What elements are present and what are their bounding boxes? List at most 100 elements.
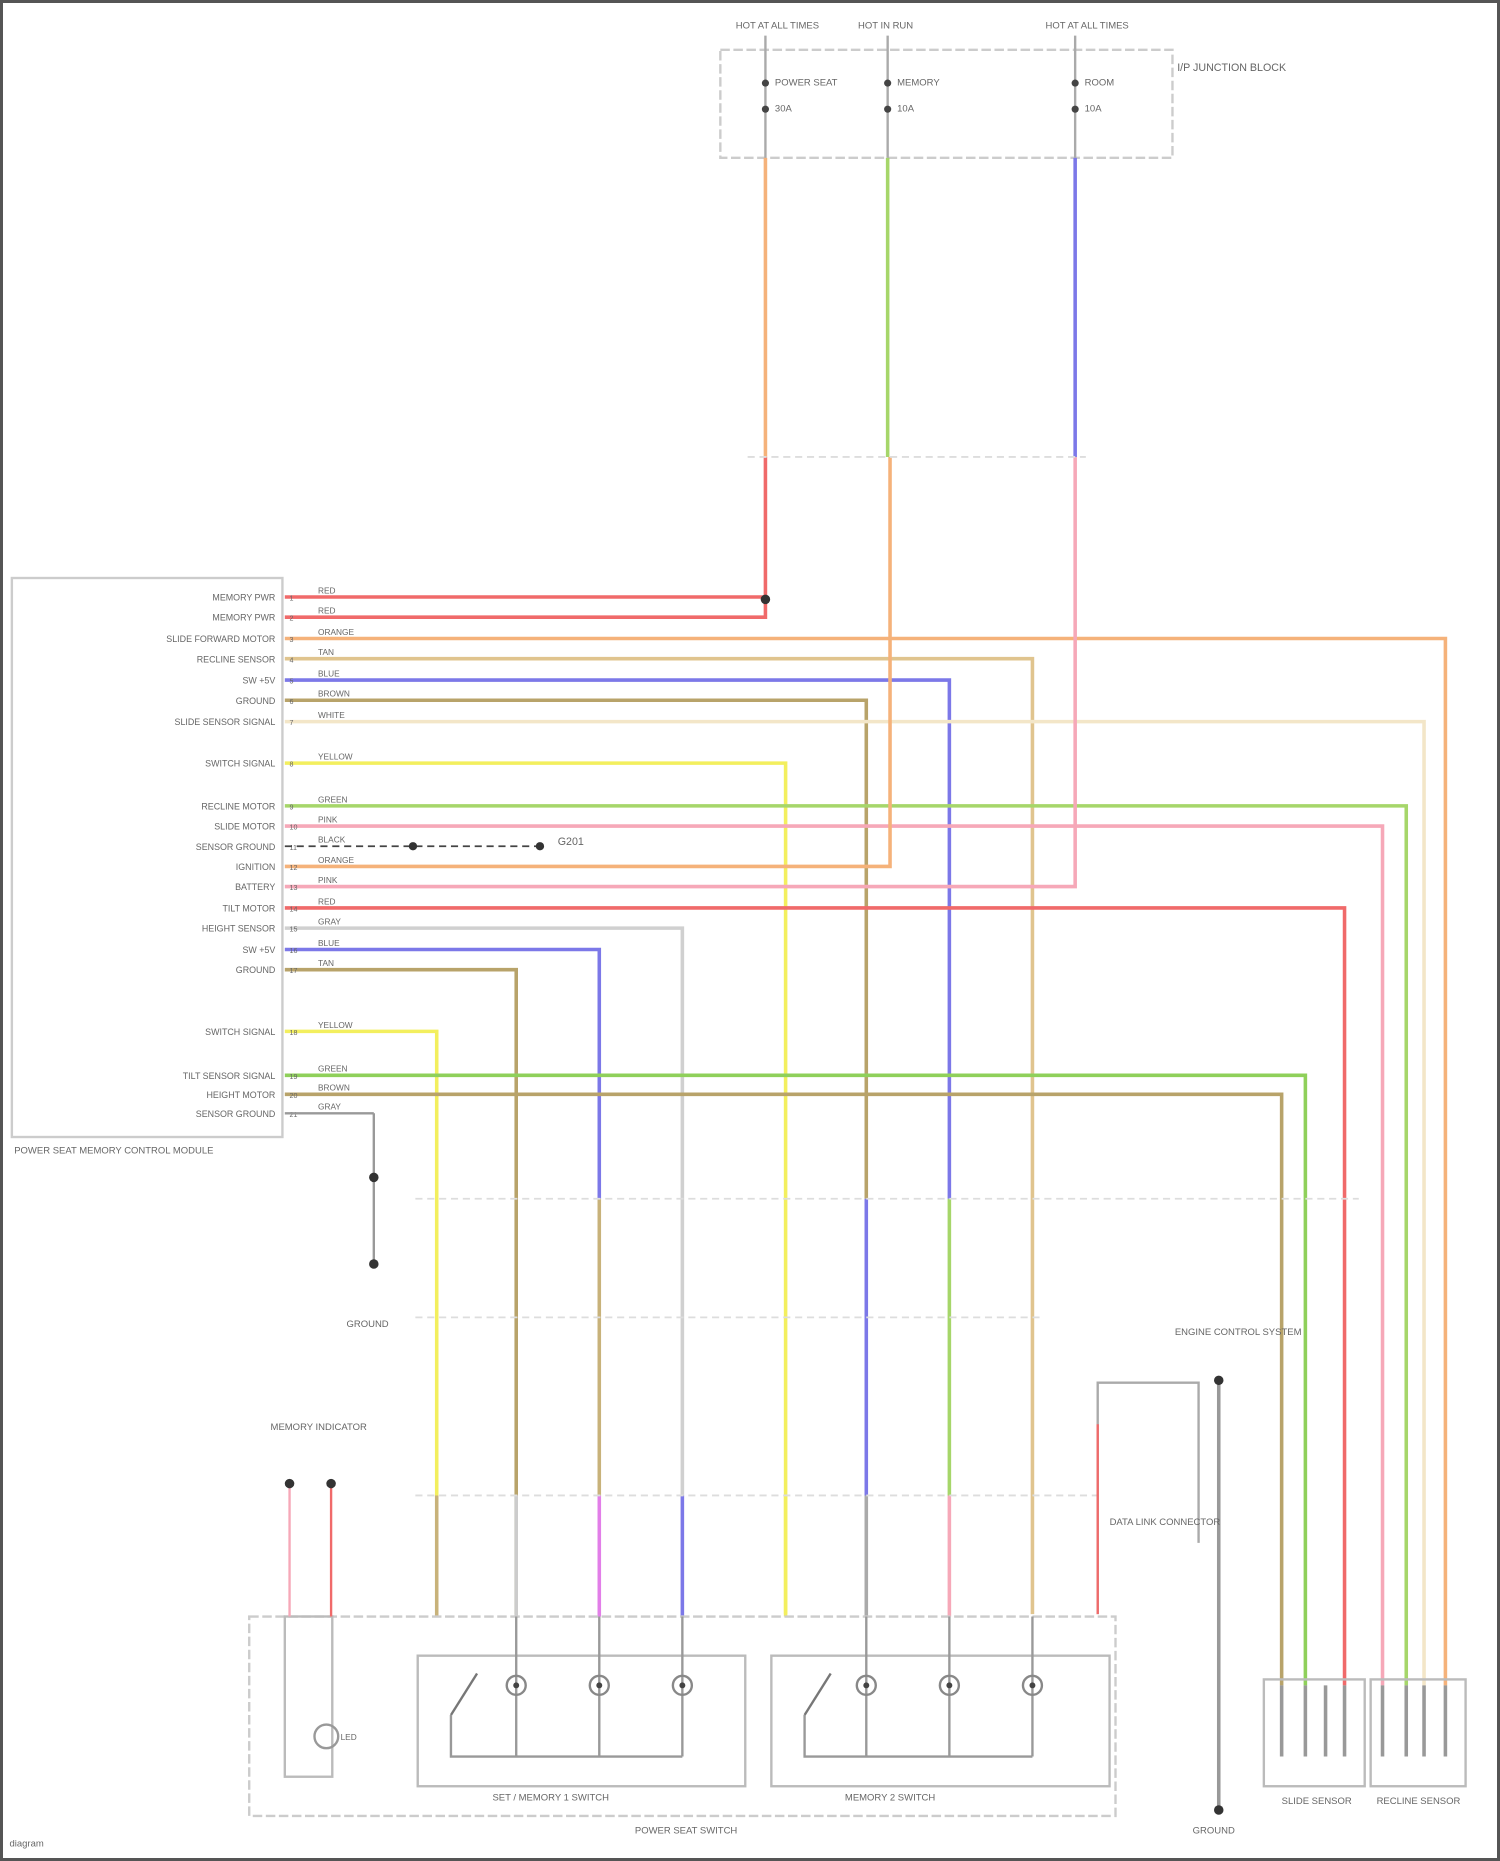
pin-number: 17: [290, 967, 298, 975]
pin-label: GROUND: [236, 965, 276, 975]
pin-label: RECLINE MOTOR: [201, 801, 276, 811]
wire: [284, 761, 788, 1615]
fuse-block-label: I/P JUNCTION BLOCK: [1177, 62, 1286, 74]
data-link-label: DATA LINK CONNECTOR: [1110, 1517, 1221, 1528]
pin-label: SW +5V: [242, 676, 275, 686]
pin-label: SW +5V: [242, 945, 275, 955]
wire: [284, 1073, 1308, 1686]
switch-contact-icon: [803, 1672, 832, 1716]
connector-dot: [1214, 1805, 1224, 1815]
pin-label: MEMORY PWR: [212, 593, 275, 603]
slide-sensor-box: [1262, 1678, 1366, 1788]
pin-number: 6: [290, 698, 294, 706]
switch-contact-icon: [449, 1672, 479, 1716]
pin-number: 10: [290, 824, 298, 832]
wire-code: RED: [318, 585, 336, 595]
power-source-label: HOT IN RUN: [858, 20, 913, 31]
indicator-label: LED: [341, 1732, 357, 1742]
pin-number: 5: [290, 678, 294, 686]
led-icon-center: [513, 1682, 520, 1689]
pin-number: 21: [290, 1111, 298, 1119]
indicator-box: [283, 1615, 334, 1778]
slide-sensor-label: SLIDE SENSOR: [1282, 1796, 1352, 1807]
splice-dot: [535, 842, 545, 851]
left-switch-label: SET / MEMORY 1 SWITCH: [492, 1792, 609, 1803]
pin-number: 4: [290, 656, 294, 664]
wire-code: GREEN: [318, 1064, 348, 1074]
led-icon-center: [596, 1682, 603, 1689]
wire-code: TAN: [318, 647, 334, 657]
wire: [284, 1029, 439, 1496]
fuse-terminal: [1071, 79, 1079, 87]
wire-code: RED: [318, 606, 336, 616]
pin-number: 11: [290, 844, 297, 852]
data-link-wire: [1096, 1381, 1200, 1615]
engine-system-label: ENGINE CONTROL SYSTEM: [1175, 1327, 1302, 1338]
pin-number: 12: [290, 864, 298, 872]
wire: [284, 967, 518, 1615]
pin-label: SLIDE MOTOR: [214, 822, 276, 832]
pin-label: HEIGHT MOTOR: [206, 1090, 275, 1100]
wire-code: GRAY: [318, 917, 341, 927]
wire-code: BROWN: [318, 1083, 350, 1093]
led-icon: [671, 1674, 694, 1697]
motor-label: MEMORY INDICATOR: [271, 1422, 367, 1433]
wire: [284, 926, 685, 1496]
splice-label: G201: [558, 836, 584, 848]
power-source-label: HOT AT ALL TIMES: [1045, 20, 1128, 31]
wire-code: BLUE: [318, 938, 340, 948]
pin-number: 16: [290, 947, 298, 955]
switch-common-wire: [803, 1715, 1033, 1758]
pin-label: BATTERY: [235, 882, 275, 892]
ground-dot: [369, 1172, 379, 1183]
led-icon: [855, 1674, 877, 1697]
connector-dot: [1214, 1375, 1224, 1386]
right-switch-label: MEMORY 2 SWITCH: [845, 1792, 935, 1803]
fuse-rating: 10A: [897, 104, 915, 115]
connector-dot: [326, 1478, 336, 1489]
wire: [284, 1092, 1284, 1686]
pin-number: 15: [290, 926, 298, 934]
fuse-label: POWER SEAT: [775, 77, 838, 88]
ground-dot: [369, 1259, 379, 1269]
wire: [284, 456, 768, 599]
wire-code: BLACK: [318, 835, 346, 845]
pin-number: 2: [290, 615, 294, 623]
fuse-block-box: [719, 48, 1174, 160]
wire: [284, 947, 602, 1199]
pin-label: MEMORY PWR: [212, 613, 275, 623]
wire-code: YELLOW: [318, 1020, 353, 1030]
pin-label: SENSOR GROUND: [196, 842, 276, 852]
wire: [284, 719, 1426, 1686]
pin-label: IGNITION: [236, 862, 276, 872]
pin-number: 18: [290, 1029, 298, 1037]
wire-code: PINK: [318, 814, 338, 824]
wire: [284, 656, 1035, 1615]
pin-label: SWITCH SIGNAL: [205, 1027, 275, 1037]
pin-number: 19: [290, 1073, 298, 1081]
led-icon: [505, 1674, 527, 1697]
led-icon: [588, 1674, 610, 1697]
pin-number: 1: [290, 595, 294, 603]
switch-common-wire: [449, 1715, 683, 1758]
pin-number: 3: [290, 636, 294, 644]
pin-label: TILT MOTOR: [222, 904, 275, 914]
wire-code: WHITE: [318, 710, 345, 720]
wire: [284, 804, 1409, 1686]
fuse-terminal: [761, 105, 769, 113]
pin-number: 13: [290, 884, 298, 892]
wire-code: BLUE: [318, 669, 340, 679]
control-module-label: POWER SEAT MEMORY CONTROL MODULE: [14, 1146, 213, 1157]
fuse-terminal: [884, 105, 892, 113]
pin-label: GROUND: [236, 696, 276, 706]
fuse-terminal: [1071, 105, 1079, 113]
wire: [284, 678, 952, 1199]
wire: [284, 636, 1448, 1686]
wire-code: TAN: [318, 958, 334, 968]
recline-sensor-label: RECLINE SENSOR: [1377, 1796, 1461, 1807]
wire-code: YELLOW: [318, 752, 353, 762]
wire-code: GREEN: [318, 794, 348, 804]
wire: [284, 698, 869, 1199]
